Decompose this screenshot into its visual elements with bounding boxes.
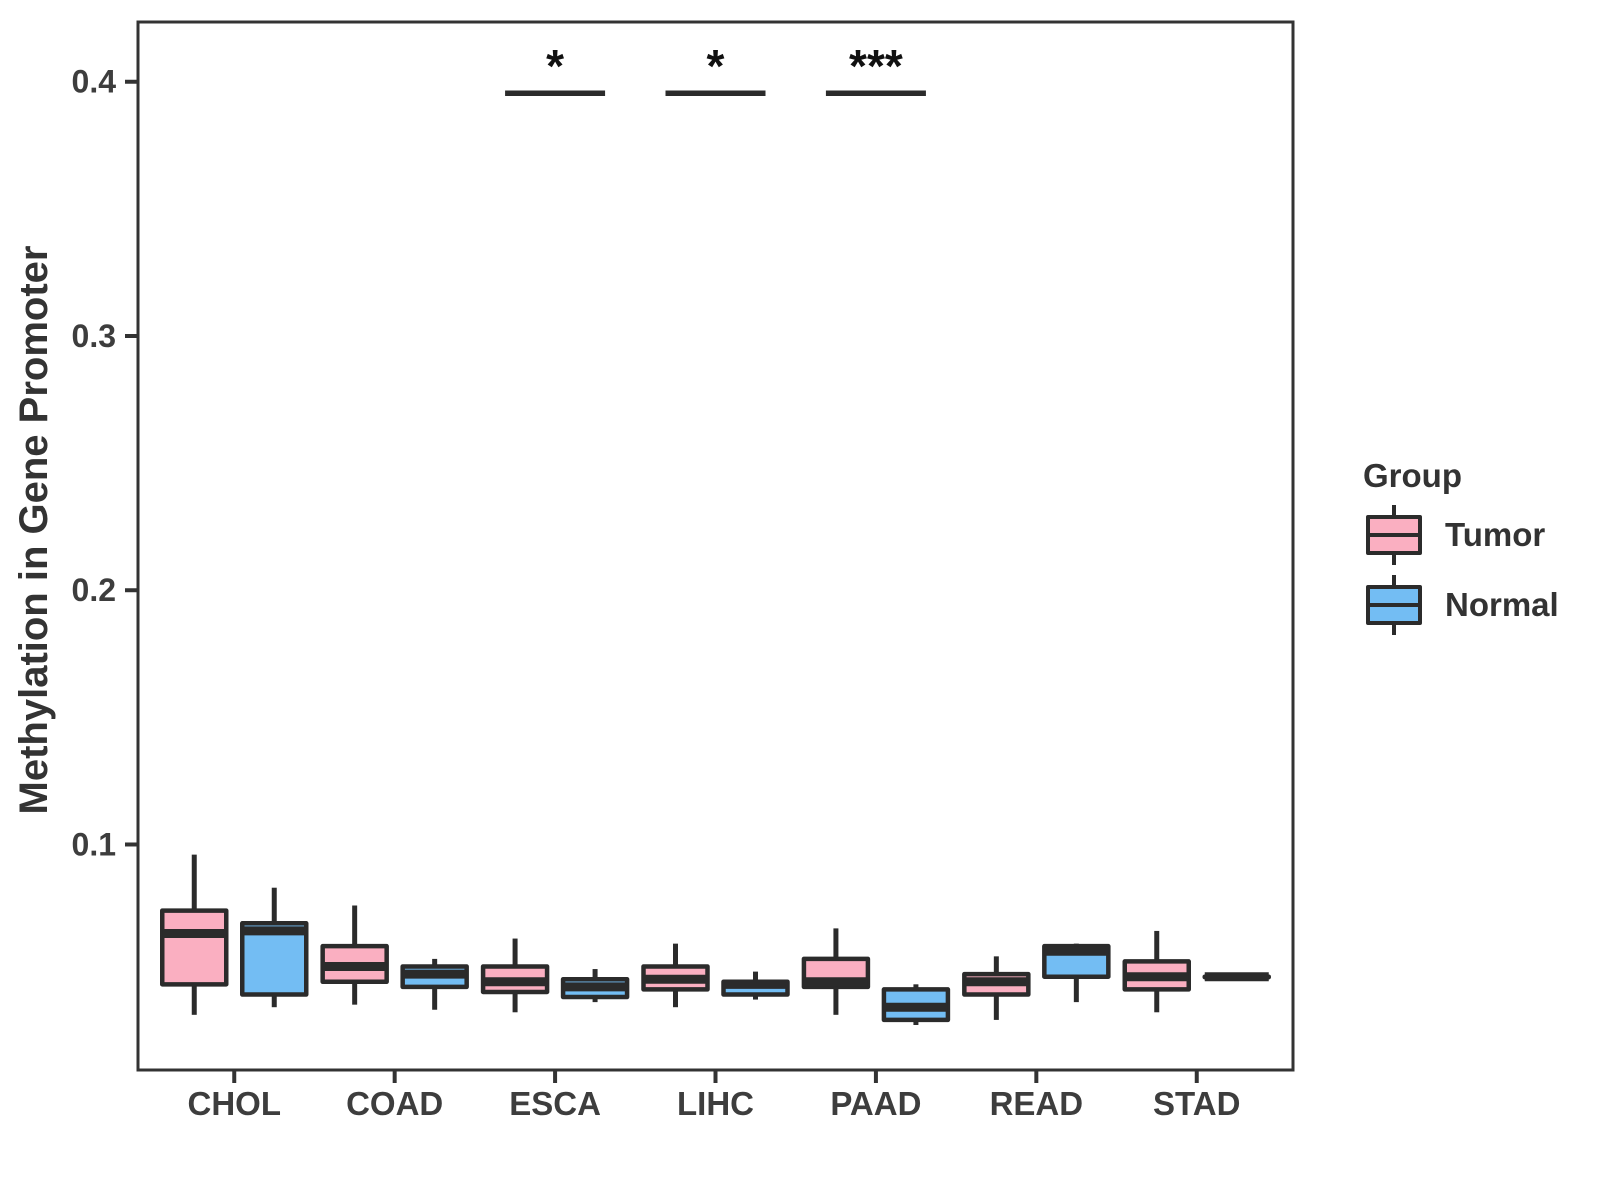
legend-item-normal: Normal <box>1366 575 1559 635</box>
y-axis-title: Methylation in Gene Promoter <box>12 246 56 815</box>
x-tick-label-read: READ <box>990 1085 1084 1122</box>
boxplot-tumor-esca <box>480 938 550 1013</box>
x-tick-label-chol: CHOL <box>188 1085 282 1122</box>
plot-panel <box>136 20 1295 1072</box>
x-tick-label-stad: STAD <box>1153 1085 1240 1122</box>
y-tick-label-0.2: 0.2 <box>72 572 116 608</box>
boxplot-normal-paad <box>881 984 951 1025</box>
x-tick-label-esca: ESCA <box>509 1085 601 1122</box>
boxplot-normal-chol <box>240 887 309 1008</box>
y-tick-label-0.3: 0.3 <box>72 318 116 354</box>
boxplot-normal-stad <box>1202 972 1271 982</box>
significance-label-paad: *** <box>849 40 903 92</box>
legend-item-tumor: Tumor <box>1366 505 1545 565</box>
y-tick-label-0.4: 0.4 <box>72 64 117 100</box>
x-tick-label-paad: PAAD <box>830 1085 921 1122</box>
chart-layer: 0.1 0.2 0.3 0.4 CHOL COAD ESCA LIHC PAAD READ STAD… <box>72 20 1559 1122</box>
boxplot-normal-coad <box>400 958 469 1010</box>
boxplot-tumor-lihc <box>641 943 710 1008</box>
legend-label-normal: Normal <box>1445 586 1559 623</box>
x-tick-label-coad: COAD <box>346 1085 443 1122</box>
significance-label-esca: * <box>546 40 564 92</box>
boxplot-normal-lihc <box>721 971 790 1000</box>
y-tick-label-0.1: 0.1 <box>72 826 116 862</box>
boxplot-tumor-read <box>962 956 1031 1020</box>
legend-title: Group <box>1363 457 1462 494</box>
legend-label-tumor: Tumor <box>1445 516 1545 553</box>
boxplot-normal-esca <box>560 969 630 1003</box>
x-tick-label-lihc: LIHC <box>677 1085 754 1122</box>
boxplot-tumor-stad <box>1122 930 1191 1013</box>
box <box>160 908 229 987</box>
significance-label-lihc: * <box>707 40 725 92</box>
boxplot-tumor-paad <box>801 928 871 1015</box>
boxplot-tumor-coad <box>320 905 389 1005</box>
boxplot-normal-read <box>1042 943 1111 1003</box>
boxplot-tumor-chol <box>160 854 229 1015</box>
